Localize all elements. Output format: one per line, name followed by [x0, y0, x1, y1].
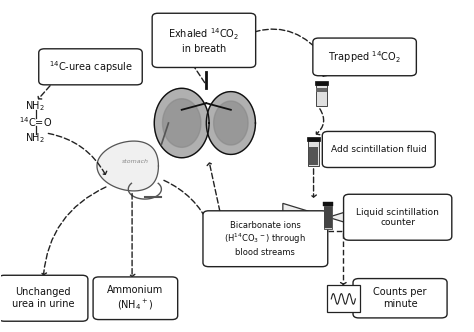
Text: Counts per
minute: Counts per minute: [374, 288, 427, 309]
FancyBboxPatch shape: [313, 38, 416, 76]
Polygon shape: [317, 88, 327, 92]
Text: Ammonium
(NH$_4$$^+$): Ammonium (NH$_4$$^+$): [107, 285, 164, 312]
Text: $^{14}$C-urea capsule: $^{14}$C-urea capsule: [49, 59, 132, 75]
FancyBboxPatch shape: [353, 279, 447, 318]
FancyBboxPatch shape: [322, 131, 435, 167]
Polygon shape: [97, 141, 158, 191]
FancyBboxPatch shape: [344, 194, 452, 240]
FancyBboxPatch shape: [0, 275, 88, 321]
FancyBboxPatch shape: [39, 49, 142, 85]
Polygon shape: [283, 204, 328, 231]
Polygon shape: [328, 204, 374, 231]
Polygon shape: [214, 101, 248, 145]
FancyBboxPatch shape: [93, 277, 178, 320]
Polygon shape: [317, 85, 327, 107]
Polygon shape: [155, 88, 209, 158]
Polygon shape: [324, 207, 332, 228]
Text: stomach: stomach: [122, 159, 149, 164]
Polygon shape: [308, 137, 319, 141]
Text: Unchanged
urea in urine: Unchanged urea in urine: [12, 288, 74, 309]
Polygon shape: [309, 147, 318, 165]
FancyBboxPatch shape: [152, 13, 255, 67]
Text: $^{14}$C=O: $^{14}$C=O: [18, 116, 52, 129]
Text: NH$_2$: NH$_2$: [25, 131, 45, 145]
Text: Bicarbonate ions
(H$^{14}$CO$_3$$^-$) through
blood streams: Bicarbonate ions (H$^{14}$CO$_3$$^-$) th…: [225, 221, 306, 257]
Text: Exhaled $^{14}$CO$_2$
in breath: Exhaled $^{14}$CO$_2$ in breath: [168, 27, 239, 54]
FancyBboxPatch shape: [327, 285, 360, 312]
Text: Liquid scintillation
counter: Liquid scintillation counter: [356, 208, 439, 227]
Text: NH$_2$: NH$_2$: [25, 100, 45, 114]
Polygon shape: [324, 206, 332, 229]
FancyBboxPatch shape: [203, 211, 328, 267]
Polygon shape: [316, 81, 328, 85]
Polygon shape: [309, 141, 319, 166]
Polygon shape: [163, 99, 201, 147]
Polygon shape: [323, 203, 333, 206]
Polygon shape: [206, 92, 255, 154]
Text: Add scintillation fluid: Add scintillation fluid: [331, 145, 427, 154]
Text: Trapped $^{14}$CO$_2$: Trapped $^{14}$CO$_2$: [328, 49, 401, 65]
